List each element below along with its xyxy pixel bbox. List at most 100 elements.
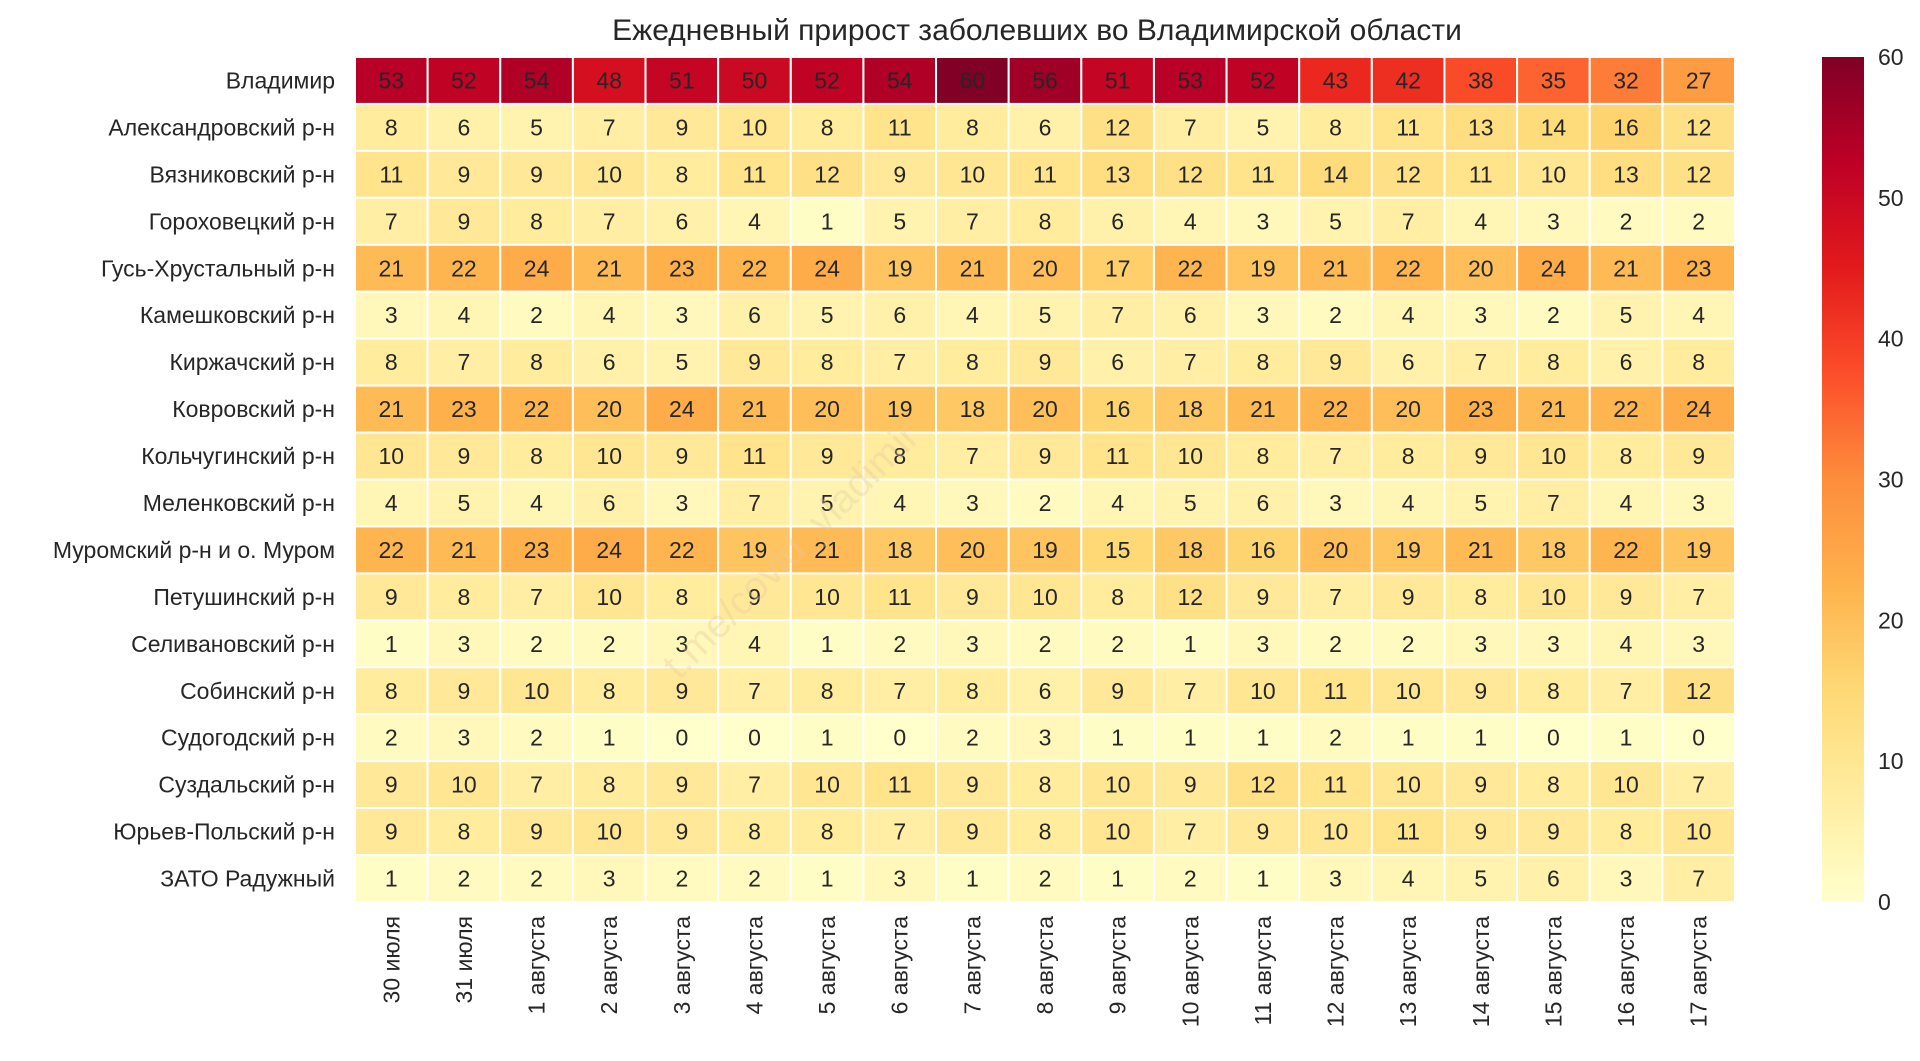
cell-value-label: 22 [1177,255,1203,281]
cell-value-label: 54 [524,67,550,93]
cell-value-label: 7 [893,349,906,375]
heatmap-cell [1588,713,1664,763]
heatmap-cell [789,619,865,669]
heatmap-cell [1588,196,1664,246]
cell-value-label: 8 [821,114,834,140]
heatmap-cell [1516,431,1591,481]
heatmap-cell [1661,243,1736,293]
cell-value-label: 9 [530,161,543,187]
cell-value-label: 11 [888,772,912,798]
heatmap-cell [1443,478,1519,528]
cell-value-label: 20 [960,537,986,563]
heatmap-cell [1080,619,1155,669]
heatmap-cell [1588,478,1664,528]
heatmap-cell [571,525,647,575]
cell-value-label: 7 [966,443,979,469]
cell-value-label: 6 [1184,302,1197,328]
cell-value-label: 9 [675,114,688,140]
cell-value-label: 4 [1402,866,1415,892]
heatmap-cell [1588,384,1664,434]
cell-value-label: 8 [1256,443,1269,469]
heatmap-cell [862,572,938,622]
cell-value-label: 8 [675,161,688,187]
row-label: Селивановский р-н [131,631,335,657]
cell-value-label: 7 [1692,772,1705,798]
cell-value-label: 9 [1620,584,1633,610]
cell-value-label: 4 [748,208,761,234]
heatmap-cell [1661,525,1736,575]
cell-value-label: 9 [1474,443,1487,469]
cell-value-label: 11 [379,161,403,187]
heatmap-cell [1007,102,1083,152]
cell-value-label: 20 [1323,537,1349,563]
cell-value-label: 8 [1547,678,1560,704]
heatmap-cell [426,478,502,528]
cell-value-label: 3 [1256,208,1269,234]
cell-value-label: 1 [1474,725,1487,751]
cell-value-label: 11 [1396,819,1420,845]
colorbar-tick-label: 40 [1878,326,1904,352]
cell-value-label: 21 [742,396,768,422]
heatmap-cell [1443,384,1519,434]
cell-value-label: 2 [748,866,761,892]
cell-value-label: 10 [379,443,405,469]
cell-value-label: 10 [814,584,840,610]
cell-value-label: 21 [1541,396,1567,422]
row-label: Собинский р-н [180,678,335,704]
cell-value-label: 8 [1692,349,1705,375]
heatmap-cell [1588,149,1664,199]
cell-value-label: 10 [960,161,986,187]
cell-value-label: 8 [530,349,543,375]
cell-value-label: 11 [1469,161,1493,187]
cell-value-label: 4 [893,490,906,516]
cell-value-label: 5 [1474,490,1487,516]
heatmap-cell [1588,854,1664,903]
cell-value-label: 8 [458,819,471,845]
heatmap-cell [862,478,938,528]
cell-value-label: 9 [1474,772,1487,798]
cell-value-label: 3 [1474,302,1487,328]
cell-value-label: 22 [524,396,550,422]
heatmap-cell [1588,337,1664,387]
cell-value-label: 7 [1692,866,1705,892]
cell-value-label: 4 [1111,490,1124,516]
heatmap-cell [1516,854,1591,903]
cell-value-label: 3 [603,866,616,892]
cell-value-label: 12 [1395,161,1421,187]
colorbar-gradient [1822,57,1864,902]
heatmap-cell [1225,149,1301,199]
heatmap-cell [1516,525,1591,575]
cell-value-label: 3 [1620,866,1633,892]
row-label: Меленковский р-н [143,490,335,516]
cell-value-label: 1 [1184,725,1197,751]
cell-value-label: 1 [821,208,834,234]
cell-value-label: 22 [1395,255,1421,281]
heatmap-cell [862,56,938,105]
heatmap-cell [935,760,1010,810]
column-label: 14 августа [1468,916,1494,1027]
cell-value-label: 9 [458,443,471,469]
cell-value-label: 19 [742,537,768,563]
heatmap-cell [1007,431,1083,481]
heatmap-cell [1370,384,1446,434]
cell-value-label: 48 [596,67,622,93]
cell-value-label: 51 [669,67,695,93]
heatmap-cell [571,807,647,857]
cell-value-label: 4 [530,490,543,516]
heatmap-cell [1298,666,1373,716]
heatmap-cell [426,243,502,293]
cell-value-label: 23 [451,396,477,422]
heatmap-cell [1661,431,1736,481]
cell-value-label: 4 [966,302,979,328]
cell-value-label: 6 [1402,349,1415,375]
cell-value-label: 5 [821,302,834,328]
row-label: Киржачский р-н [170,349,336,375]
cell-value-label: 13 [1468,114,1494,140]
cell-value-label: 5 [893,208,906,234]
cell-value-label: 24 [1541,255,1567,281]
cell-value-label: 12 [1105,114,1131,140]
heatmap-cell [1370,149,1446,199]
cell-value-label: 4 [1474,208,1487,234]
cell-value-label: 52 [451,67,477,93]
cell-value-label: 10 [1613,772,1639,798]
